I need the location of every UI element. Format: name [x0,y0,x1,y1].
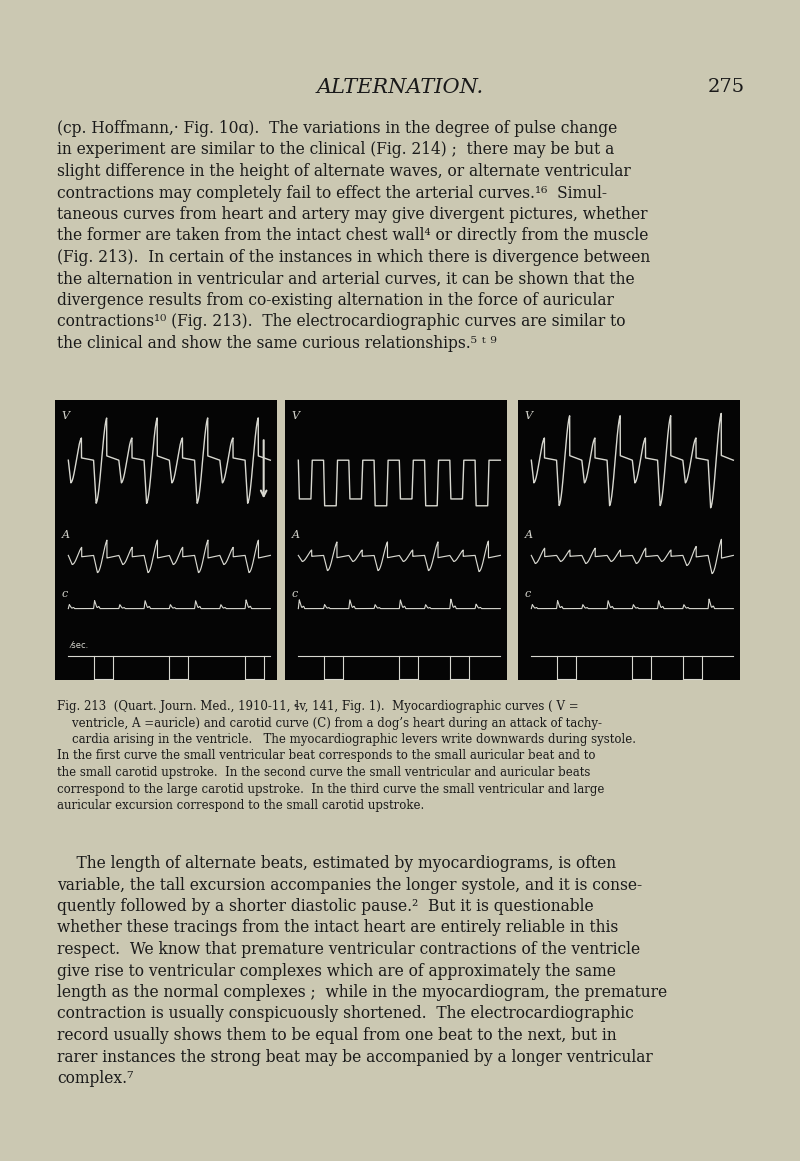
Text: cardia arising in the ventricle.   The myocardiographic levers write downwards d: cardia arising in the ventricle. The myo… [57,733,636,747]
Text: V: V [292,411,300,421]
Text: in experiment are similar to the clinical (Fig. 214) ;  there may be but a: in experiment are similar to the clinica… [57,142,614,159]
Text: taneous curves from heart and artery may give divergent pictures, whether: taneous curves from heart and artery may… [57,205,647,223]
Text: record usually shows them to be equal from one beat to the next, but in: record usually shows them to be equal fr… [57,1027,617,1044]
Text: contractions¹⁰ (Fig. 213).  The electrocardiographic curves are similar to: contractions¹⁰ (Fig. 213). The electroca… [57,313,626,331]
Text: c: c [62,589,68,599]
Bar [55,401,277,680]
Text: quently followed by a shorter diastolic pause.²  But it is questionable: quently followed by a shorter diastolic … [57,897,594,915]
Text: rarer instances the strong beat may be accompanied by a longer ventricular: rarer instances the strong beat may be a… [57,1048,653,1066]
Text: c: c [292,589,298,599]
Text: complex.⁷: complex.⁷ [57,1070,134,1087]
Text: contractions may completely fail to effect the arterial curves.¹⁶  Simul-: contractions may completely fail to effe… [57,185,607,202]
Text: The length of alternate beats, estimated by myocardiograms, is often: The length of alternate beats, estimated… [57,854,616,872]
Text: (Fig. 213).  In certain of the instances in which there is divergence between: (Fig. 213). In certain of the instances … [57,248,650,266]
Text: divergence results from co-existing alternation in the force of auricular: divergence results from co-existing alte… [57,293,614,309]
Bar [285,401,507,680]
Text: ⁄sec.: ⁄sec. [70,642,89,650]
Text: In the first curve the small ventricular beat corresponds to the small auricular: In the first curve the small ventricular… [57,750,595,763]
Text: (cp. Hoffmann,· Fig. 10ɑ).  The variations in the degree of pulse change: (cp. Hoffmann,· Fig. 10ɑ). The variation… [57,120,618,137]
Text: correspond to the large carotid upstroke.  In the third curve the small ventricu: correspond to the large carotid upstroke… [57,783,604,795]
Text: the alternation in ventricular and arterial curves, it can be shown that the: the alternation in ventricular and arter… [57,271,634,288]
Text: length as the normal complexes ;  while in the myocardiogram, the premature: length as the normal complexes ; while i… [57,985,667,1001]
Text: V: V [525,411,533,421]
Text: Fig. 213  (Quart. Journ. Med., 1910-11, ɬv, 141, Fig. 1).  Myocardiographic curv: Fig. 213 (Quart. Journ. Med., 1910-11, ɬ… [57,700,578,713]
Text: V: V [62,411,70,421]
Text: A: A [62,531,70,540]
Text: whether these tracings from the intact heart are entirely reliable in this: whether these tracings from the intact h… [57,920,618,937]
Text: c: c [525,589,531,599]
Text: ventricle, A =auricle) and carotid curve (C) from a dog’s heart during an attack: ventricle, A =auricle) and carotid curve… [57,716,602,729]
Text: the small carotid upstroke.  In the second curve the small ventricular and auric: the small carotid upstroke. In the secon… [57,766,590,779]
Text: the former are taken from the intact chest wall⁴ or directly from the muscle: the former are taken from the intact che… [57,228,648,245]
Text: ALTERNATION.: ALTERNATION. [317,78,483,98]
Text: auricular excursion correspond to the small carotid upstroke.: auricular excursion correspond to the sm… [57,799,424,812]
Text: variable, the tall excursion accompanies the longer systole, and it is conse-: variable, the tall excursion accompanies… [57,877,642,894]
Text: respect.  We know that premature ventricular contractions of the ventricle: respect. We know that premature ventricu… [57,942,640,958]
Text: give rise to ventricular complexes which are of approximately the same: give rise to ventricular complexes which… [57,962,616,980]
Text: 275: 275 [708,78,745,96]
Text: the clinical and show the same curious relationships.⁵ ᵗ ⁹: the clinical and show the same curious r… [57,336,497,352]
Text: A: A [525,531,533,540]
Text: contraction is usually conspicuously shortened.  The electrocardiographic: contraction is usually conspicuously sho… [57,1005,634,1023]
Text: A: A [292,531,300,540]
Text: slight difference in the height of alternate waves, or alternate ventricular: slight difference in the height of alter… [57,163,630,180]
Bar [518,401,740,680]
